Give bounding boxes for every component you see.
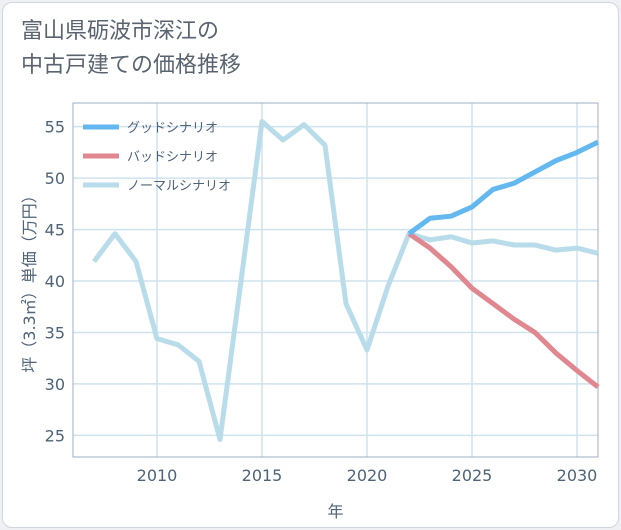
x-axis-label: 年 — [327, 502, 343, 521]
y-tick-label: 45 — [45, 221, 65, 240]
chart-title-line-2: 中古戸建ての価格推移 — [21, 53, 242, 78]
series-line-2 — [92, 119, 599, 443]
y-tick-label: 50 — [45, 169, 65, 188]
x-tick-label: 2025 — [452, 466, 493, 485]
series-line-0 — [407, 139, 600, 236]
y-tick-label: 25 — [45, 426, 65, 445]
x-tick-label: 2015 — [242, 466, 283, 485]
y-tick-label: 30 — [45, 375, 65, 394]
legend-label: ノーマルシナリオ — [127, 179, 231, 194]
x-tick-label: 2030 — [557, 466, 598, 485]
x-tick-label: 2010 — [137, 466, 178, 485]
y-tick-label: 40 — [45, 272, 65, 291]
y-tick-label: 35 — [45, 323, 65, 342]
legend-label: グッドシナリオ — [127, 121, 218, 136]
plot-border — [72, 102, 599, 458]
y-axis-label: 坪（3.3㎡）単価（万円） — [20, 187, 39, 372]
legend-label: バッドシナリオ — [127, 150, 218, 165]
x-tick-label: 2020 — [347, 466, 388, 485]
y-tick-label: 55 — [45, 118, 65, 137]
series-line-1 — [407, 231, 600, 389]
line-chart: 25 30 35 40 45 50 55 2010 2015 2020 2025 2030 年 坪（3.3… — [20, 102, 600, 521]
chart-title-line-1: 富山県砺波市深江の — [21, 19, 220, 44]
chart-title: 富山県砺波市深江の 中古戸建ての価格推移 — [21, 15, 241, 83]
